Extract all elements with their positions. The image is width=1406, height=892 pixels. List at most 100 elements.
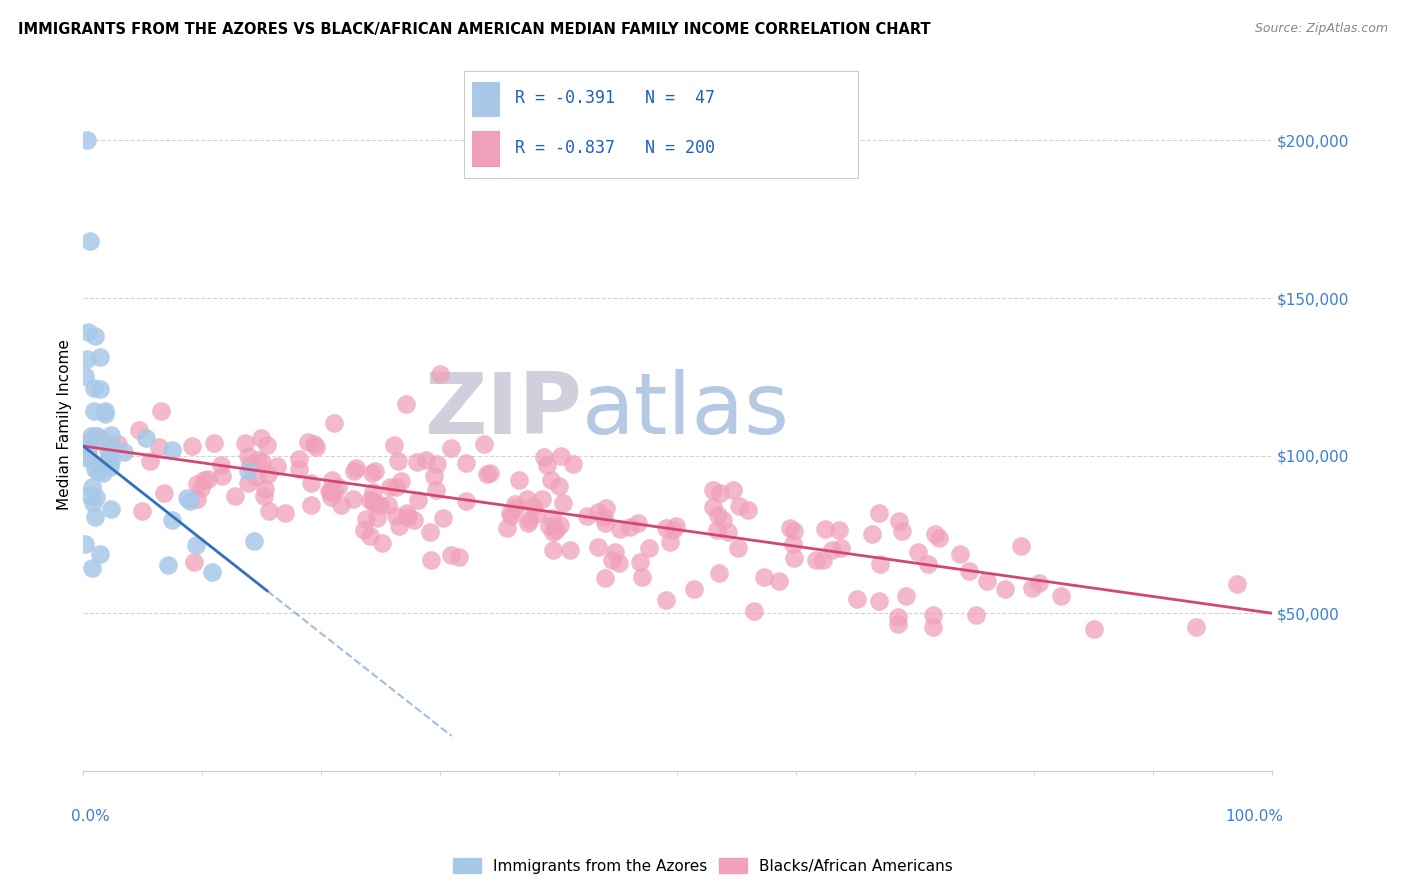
- Point: [97, 442, 120, 457]
- Point: [76, 435, 98, 450]
- Point: [395, 506, 418, 520]
- Point: [709, 566, 731, 580]
- Point: [868, 506, 890, 520]
- Point: [538, 519, 561, 533]
- Point: [274, 506, 297, 520]
- Point: [193, 473, 215, 487]
- Point: [246, 453, 269, 467]
- Point: [101, 441, 124, 455]
- Point: [256, 438, 278, 452]
- Point: [366, 511, 388, 525]
- Point: [536, 458, 558, 472]
- Point: [370, 535, 392, 549]
- Point: [1010, 539, 1032, 553]
- Point: [921, 620, 943, 634]
- Point: [422, 469, 444, 483]
- Point: [544, 523, 567, 537]
- Point: [209, 458, 232, 473]
- Point: [77, 442, 100, 456]
- Point: [454, 456, 477, 470]
- Point: [238, 475, 260, 490]
- Point: [84, 429, 107, 443]
- Point: [288, 462, 311, 476]
- Point: [384, 480, 406, 494]
- Point: [89, 382, 111, 396]
- Point: [593, 516, 616, 530]
- Point: [76, 325, 98, 339]
- Point: [84, 509, 107, 524]
- Point: [299, 498, 322, 512]
- Point: [1185, 620, 1208, 634]
- Point: [706, 524, 728, 538]
- Point: [253, 489, 276, 503]
- Point: [406, 493, 429, 508]
- Point: [297, 435, 319, 450]
- Point: [322, 416, 344, 430]
- Point: [322, 483, 344, 498]
- Point: [1049, 589, 1071, 603]
- Point: [595, 501, 617, 516]
- Point: [128, 423, 150, 437]
- Point: [76, 352, 98, 367]
- Point: [245, 470, 267, 484]
- Point: [707, 508, 730, 522]
- Point: [965, 607, 987, 622]
- Point: [665, 519, 688, 533]
- Text: 0.0%: 0.0%: [72, 809, 110, 824]
- Point: [814, 522, 837, 536]
- Point: [782, 537, 804, 551]
- Point: [551, 496, 574, 510]
- Point: [319, 483, 342, 498]
- Point: [236, 464, 259, 478]
- Point: [183, 555, 205, 569]
- Point: [415, 453, 437, 467]
- Point: [344, 461, 367, 475]
- Point: [419, 525, 441, 540]
- Point: [389, 475, 412, 489]
- Point: [449, 549, 471, 564]
- Text: ZIP: ZIP: [425, 368, 582, 451]
- Point: [890, 524, 912, 538]
- Point: [364, 464, 387, 478]
- Point: [186, 476, 208, 491]
- Point: [361, 495, 384, 509]
- Point: [201, 565, 224, 579]
- Point: [541, 511, 564, 525]
- Point: [98, 439, 121, 453]
- Point: [197, 472, 219, 486]
- Point: [560, 542, 582, 557]
- Point: [83, 381, 105, 395]
- Point: [384, 508, 406, 523]
- Point: [586, 506, 609, 520]
- Point: [402, 513, 425, 527]
- Point: [239, 458, 262, 472]
- Point: [806, 553, 828, 567]
- Point: [503, 497, 526, 511]
- Point: [238, 449, 260, 463]
- Point: [548, 478, 571, 492]
- Point: [211, 469, 233, 483]
- Point: [846, 592, 869, 607]
- Point: [475, 467, 498, 482]
- Point: [600, 553, 623, 567]
- Point: [994, 582, 1017, 596]
- Point: [607, 556, 630, 570]
- Point: [631, 570, 654, 584]
- Point: [353, 523, 375, 537]
- Text: R = -0.837   N = 200: R = -0.837 N = 200: [515, 139, 716, 157]
- Point: [1083, 622, 1105, 636]
- Point: [425, 483, 447, 498]
- Point: [84, 490, 107, 504]
- Point: [364, 496, 387, 510]
- FancyBboxPatch shape: [472, 131, 499, 166]
- Point: [77, 488, 100, 502]
- Point: [73, 537, 96, 551]
- Point: [388, 518, 411, 533]
- Point: [224, 489, 246, 503]
- Point: [354, 512, 377, 526]
- Point: [342, 464, 364, 478]
- Point: [342, 491, 364, 506]
- Point: [377, 498, 399, 512]
- Point: [768, 574, 790, 588]
- Point: [503, 501, 526, 516]
